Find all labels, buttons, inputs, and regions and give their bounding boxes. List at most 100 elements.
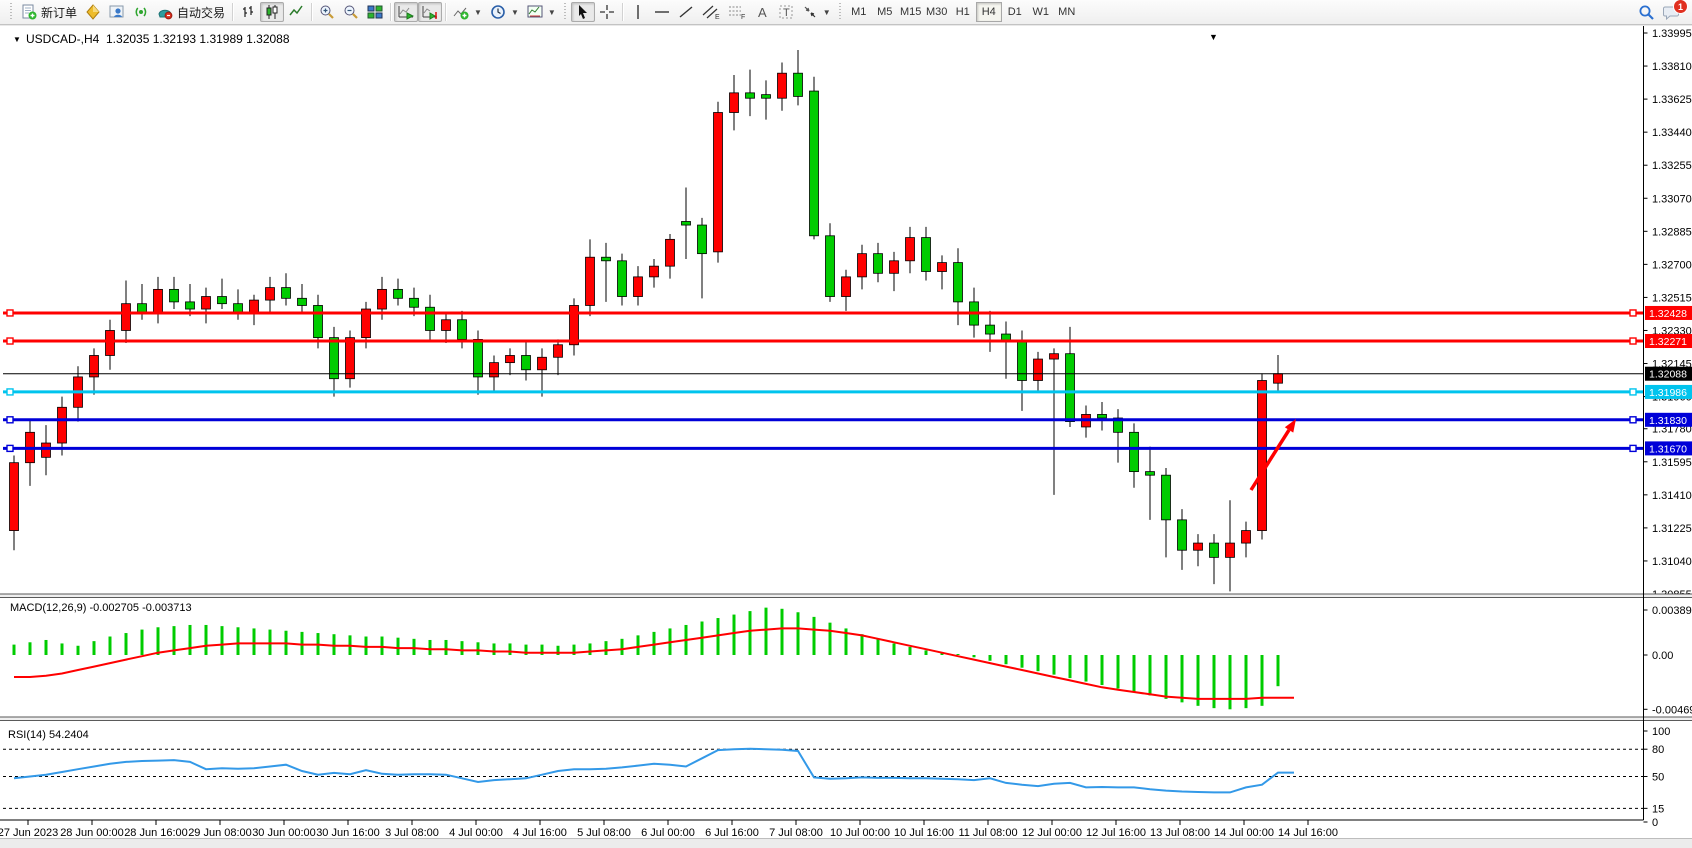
toolbar-grip[interactable]: [561, 3, 569, 21]
hline-handle[interactable]: [1629, 444, 1637, 453]
arrows-dropdown-caret[interactable]: ▼: [822, 7, 831, 17]
hline-handle[interactable]: [6, 444, 14, 453]
main-toolbar: 新订单 自动交易: [0, 0, 1692, 25]
vertical-line-button[interactable]: [626, 2, 650, 22]
auto-scroll-button[interactable]: [394, 2, 419, 22]
candle-body: [217, 296, 227, 305]
candle-body: [617, 260, 627, 297]
candle-body: [745, 92, 755, 99]
one-click-collapse-icon[interactable]: ▼: [1209, 32, 1218, 42]
svg-text:1.32885: 1.32885: [1652, 226, 1692, 238]
panel-separator[interactable]: [0, 593, 1692, 598]
price-axis[interactable]: 1.33995 1.33810 1.33625 1.33440 1.33255 1.330…: [1643, 28, 1692, 601]
equidistant-channel-button[interactable]: E: [698, 2, 724, 22]
candle-body: [793, 72, 803, 97]
hline-handle[interactable]: [6, 337, 14, 345]
hlines-layer[interactable]: 1.32428 1.32271 1.32088 1.31986 1.31830 1.316…: [3, 305, 1692, 456]
candle-body: [1225, 542, 1235, 558]
candle-body: [665, 238, 675, 267]
arrow-annotation[interactable]: [1249, 419, 1296, 491]
hline-handle[interactable]: [6, 388, 14, 396]
toolbar-grip[interactable]: [836, 3, 844, 21]
candle-body: [441, 319, 451, 331]
hline-handle[interactable]: [1629, 309, 1637, 317]
candle-body: [873, 253, 883, 274]
chart-collapse-icon[interactable]: ▼: [13, 35, 21, 44]
hline-handle[interactable]: [1629, 416, 1637, 424]
trendline-button[interactable]: [674, 2, 698, 22]
signals-button[interactable]: [129, 2, 153, 22]
tab-h4[interactable]: H4: [975, 2, 1002, 22]
hline-handle[interactable]: [6, 309, 14, 317]
tab-h1[interactable]: H1: [955, 6, 970, 18]
fibonacci-button[interactable]: F: [724, 2, 750, 22]
horizontal-line-button[interactable]: [650, 2, 674, 22]
panel-separator[interactable]: [0, 716, 1692, 721]
toolbar-grip[interactable]: [8, 3, 15, 21]
zoom-in-button[interactable]: [315, 2, 339, 22]
toolbar-separator: [390, 3, 392, 21]
candles-layer: [9, 49, 1283, 592]
tab-m30[interactable]: M30: [926, 6, 948, 18]
search-button[interactable]: [1634, 2, 1659, 22]
equidistant-channel-icon: E: [702, 5, 720, 20]
chart-title[interactable]: ▼ USDCAD-,H4 1.32035 1.32193 1.31989 1.32…: [13, 32, 1218, 46]
candle-body: [1113, 417, 1123, 433]
candle-body: [585, 256, 595, 306]
periods-button[interactable]: ▼: [486, 2, 523, 22]
candlestick-chart-button[interactable]: [260, 2, 285, 22]
periods-dropdown-caret[interactable]: ▼: [510, 7, 519, 17]
rsi-panel: 100 80 50 15 0 RSI(14) 54.2404: [3, 726, 1670, 829]
text-button[interactable]: A: [750, 2, 774, 22]
chat-button[interactable]: 1: [1659, 0, 1688, 22]
tab-m15[interactable]: M15: [900, 6, 922, 18]
data-window-icon: [109, 5, 124, 18]
candle-body: [473, 339, 483, 378]
bar-chart-button[interactable]: [236, 2, 260, 22]
toolbar-separator: [232, 3, 234, 21]
zoom-out-button[interactable]: [339, 2, 363, 22]
templates-button[interactable]: ▼: [523, 2, 560, 22]
tab-m5[interactable]: M5: [877, 6, 893, 18]
tab-w1[interactable]: W1: [1032, 6, 1049, 18]
chart-shift-button[interactable]: [418, 2, 443, 22]
text-label-button[interactable]: T: [774, 2, 798, 22]
horizontal-line-icon: [654, 11, 669, 13]
candle-body: [1129, 431, 1139, 473]
autotrade-button[interactable]: 自动交易: [153, 2, 229, 22]
candle-body: [41, 442, 51, 458]
line-chart-button[interactable]: [284, 2, 308, 22]
indicators-button[interactable]: ▼: [449, 2, 486, 22]
tab-mn[interactable]: MN: [1058, 6, 1076, 18]
candle-body: [825, 235, 835, 297]
candle-body: [1049, 353, 1059, 360]
price-badge: [1645, 366, 1692, 381]
time-label: 4 Jul 00:00: [449, 827, 503, 838]
tab-d1[interactable]: D1: [1007, 6, 1022, 18]
candle-body: [985, 324, 995, 335]
chart-title-symbol: USDCAD-,H4 1.32035 1.32193 1.31989 1.320…: [26, 32, 290, 46]
crosshair-button[interactable]: [595, 2, 619, 22]
time-label: 12 Jul 16:00: [1086, 827, 1146, 838]
time-axis[interactable]: 27 Jun 2023 28 Jun 00:00 28 Jun 16:00 29 Ju…: [0, 820, 1338, 838]
hline-handle[interactable]: [1629, 337, 1637, 345]
templates-dropdown-caret[interactable]: ▼: [547, 7, 556, 17]
new-order-button[interactable]: 新订单: [17, 2, 81, 22]
hline-handle[interactable]: [6, 416, 14, 424]
indicators-dropdown-caret[interactable]: ▼: [474, 7, 482, 17]
arrows-button[interactable]: ▼: [798, 2, 835, 22]
chart-canvas[interactable]: 1.33995 1.33810 1.33625 1.33440 1.33255 1.330…: [0, 26, 1692, 838]
hline-handle[interactable]: [1629, 388, 1637, 396]
candle-body: [1161, 474, 1171, 521]
candle-body: [489, 362, 499, 378]
tab-m1[interactable]: M1: [851, 6, 867, 18]
price-badge-label: 1.32428: [1649, 308, 1687, 320]
tile-windows-button[interactable]: [363, 2, 387, 22]
svg-text:1.33070: 1.33070: [1652, 193, 1692, 205]
macd-signal-line: [14, 627, 1294, 700]
data-window-button[interactable]: [105, 2, 129, 22]
metaeditor-button[interactable]: [81, 2, 105, 22]
cursor-button[interactable]: [570, 2, 595, 22]
zoom-in-icon: [320, 5, 334, 19]
